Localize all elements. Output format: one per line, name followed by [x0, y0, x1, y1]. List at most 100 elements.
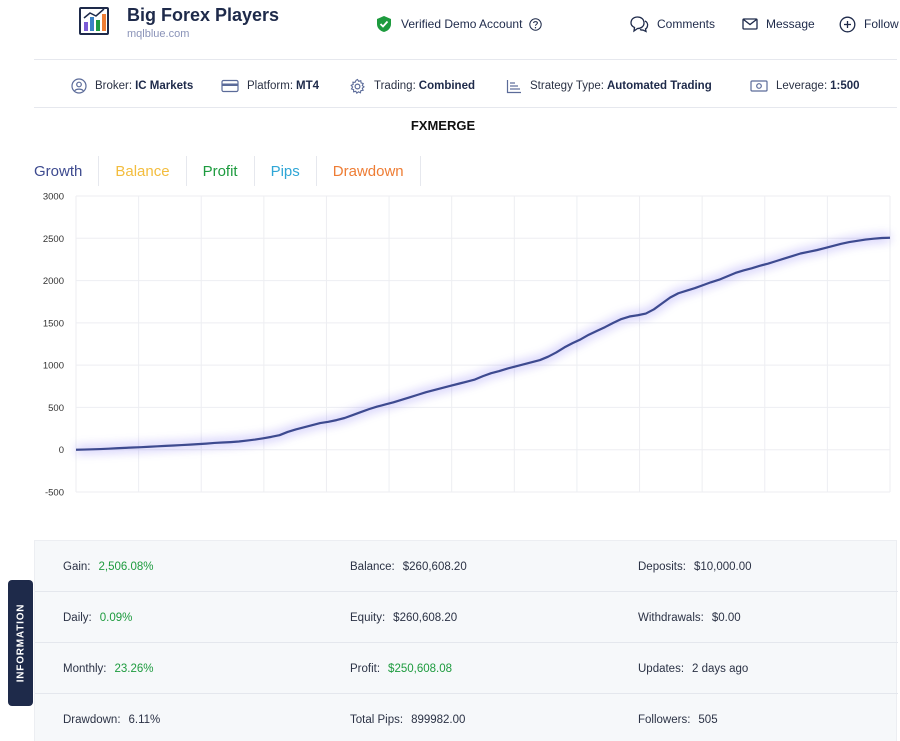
information-panel: Gain: 2,506.08% Balance: $260,608.20 Depos… — [34, 540, 898, 741]
stat-label: Monthly: — [63, 662, 107, 675]
strategy-value: Automated Trading — [606, 80, 712, 92]
stat-value: 6.11% — [128, 713, 161, 726]
trading-value: Combined — [418, 80, 475, 92]
list-chart-icon — [506, 79, 521, 93]
stat-label: Gain: — [63, 560, 91, 573]
message-label: Message — [766, 17, 815, 31]
stat-value: $260,608.20 — [393, 611, 458, 624]
stat-drawdown: Drawdown: 6.11% — [63, 694, 160, 741]
leverage-label: Leverage: — [776, 80, 828, 92]
stat-value: $260,608.20 — [402, 560, 467, 573]
stat-daily: Daily: 0.09% — [63, 592, 132, 643]
account-info-bar: Broker: IC Markets Platform: MT4 Trading: C… — [0, 76, 900, 96]
information-side-tab[interactable]: INFORMATION — [8, 580, 33, 706]
cash-icon — [750, 80, 768, 92]
trading-info: Trading: Combined — [349, 76, 475, 96]
y-tick-label: 500 — [48, 403, 64, 414]
y-tick-label: 3000 — [43, 192, 64, 203]
gear-icon — [350, 78, 365, 94]
help-icon[interactable] — [529, 17, 543, 31]
stat-equity: Equity: $260,608.20 — [350, 592, 457, 643]
stats-row: Gain: 2,506.08% Balance: $260,608.20 Depos… — [35, 541, 898, 592]
page-title: Big Forex Players — [127, 5, 280, 25]
message-button[interactable]: Message — [742, 14, 815, 34]
stat-label: Total Pips: — [350, 713, 404, 726]
stat-label: Withdrawals: — [638, 611, 704, 624]
tab-pips[interactable]: Pips — [255, 156, 317, 186]
user-icon — [71, 78, 87, 94]
stat-value: 899982.00 — [411, 713, 466, 726]
stat-followers: Followers: 505 — [638, 694, 718, 741]
stat-label: Equity: — [350, 611, 386, 624]
page-header: Big Forex Players mqlblue.com Verified D… — [0, 0, 900, 48]
comments-icon — [630, 16, 649, 33]
logo-icon — [79, 7, 109, 35]
card-icon — [221, 79, 239, 93]
broker-label: Broker: — [95, 80, 133, 92]
growth-chart: 3000 2500 2000 1500 1000 500 0 -500 — [43, 192, 891, 499]
chart-series — [75, 234, 891, 454]
strategy-info: Strategy Type: Automated Trading — [506, 76, 712, 96]
stat-monthly: Monthly: 23.26% — [63, 643, 153, 694]
follow-button[interactable]: Follow — [839, 14, 899, 34]
stats-row: Daily: 0.09% Equity: $260,608.20 Withdrawa… — [35, 592, 898, 643]
stat-value: $250,608.08 — [388, 662, 452, 675]
verified-label: Verified Demo Account — [401, 17, 523, 31]
platform-info: Platform: MT4 — [221, 76, 319, 96]
stat-value: $10,000.00 — [693, 560, 752, 573]
y-tick-label: 1000 — [43, 361, 64, 372]
message-icon — [742, 18, 758, 30]
y-tick-label: -500 — [45, 488, 64, 499]
stat-withdrawals: Withdrawals: $0.00 — [638, 592, 741, 643]
brand-url-link[interactable]: mqlblue.com — [127, 28, 190, 40]
stat-gain: Gain: 2,506.08% — [63, 541, 154, 592]
stat-label: Profit: — [350, 662, 381, 675]
divider — [34, 107, 897, 108]
stat-total-pips: Total Pips: 899982.00 — [350, 694, 465, 741]
y-axis-ticks: 3000 2500 2000 1500 1000 500 0 -500 — [43, 192, 64, 499]
stat-value: 2 days ago — [692, 662, 749, 675]
tab-profit[interactable]: Profit — [187, 156, 255, 186]
stats-row: Drawdown: 6.11% Total Pips: 899982.00 Foll… — [35, 694, 898, 741]
leverage-info: Leverage: 1:500 — [750, 76, 860, 96]
stat-value: 0.09% — [99, 611, 133, 624]
stat-deposits: Deposits: $10,000.00 — [638, 541, 752, 592]
stat-label: Balance: — [350, 560, 395, 573]
stat-value: 505 — [698, 713, 718, 726]
platform-label: Platform: — [247, 80, 294, 92]
verified-check-icon — [377, 16, 391, 32]
tab-drawdown[interactable]: Drawdown — [317, 156, 421, 186]
y-tick-label: 1500 — [43, 318, 64, 329]
comments-label: Comments — [657, 17, 716, 31]
comments-button[interactable]: Comments — [629, 14, 715, 34]
chart-grid — [75, 195, 891, 493]
series-glow — [75, 234, 891, 454]
y-tick-label: 0 — [59, 445, 64, 456]
stats-row: Monthly: 23.26% Profit: $250,608.08 Update… — [35, 643, 898, 694]
y-tick-label: 2000 — [43, 276, 64, 287]
series-line — [75, 236, 891, 451]
stat-updates: Updates: 2 days ago — [638, 643, 748, 694]
broker-value: IC Markets — [135, 80, 194, 92]
stat-label: Daily: — [63, 611, 92, 624]
tab-balance[interactable]: Balance — [99, 156, 187, 186]
strategy-name: FXMERGE — [410, 118, 476, 133]
stat-value: 2,506.08% — [98, 560, 154, 573]
follow-label: Follow — [864, 17, 899, 31]
tab-growth[interactable]: Growth — [34, 156, 100, 186]
stat-balance: Balance: $260,608.20 — [350, 541, 467, 592]
stat-label: Drawdown: — [63, 713, 121, 726]
chart-tabs: Growth Balance Profit Pips Drawdown — [34, 156, 421, 186]
broker-info: Broker: IC Markets — [71, 76, 193, 96]
divider — [34, 59, 897, 60]
stat-label: Deposits: — [638, 560, 686, 573]
trading-label: Trading: — [374, 80, 416, 92]
follow-icon — [839, 16, 856, 32]
side-tab-label: INFORMATION — [15, 603, 26, 683]
platform-value: MT4 — [296, 80, 320, 92]
stat-value: $0.00 — [711, 611, 741, 624]
stat-value: 23.26% — [114, 662, 154, 675]
leverage-value: 1:500 — [830, 80, 860, 92]
y-tick-label: 2500 — [43, 234, 64, 245]
stat-label: Updates: — [638, 662, 685, 675]
